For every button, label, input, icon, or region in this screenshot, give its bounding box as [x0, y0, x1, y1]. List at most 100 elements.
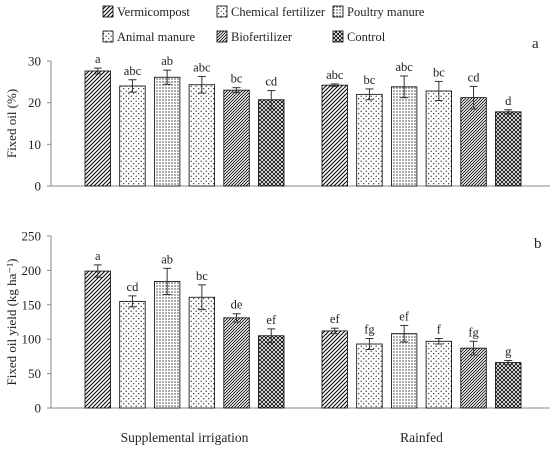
legend-item: Chemical fertilizer [216, 5, 326, 19]
significance-letter: f [437, 323, 442, 337]
y-tick-label: 0 [35, 179, 42, 194]
error-bar [197, 75, 206, 94]
significance-letter: abc [124, 64, 142, 78]
bar [495, 362, 522, 409]
error-bar [163, 267, 172, 295]
error-bar [267, 90, 276, 110]
bar [188, 84, 216, 187]
bar [153, 281, 181, 409]
error-bar [93, 264, 102, 278]
error-bar [504, 360, 513, 366]
bar [321, 84, 348, 187]
legend: Vermicompost Chemical fertilizer Poultry m… [102, 5, 425, 44]
bar [153, 76, 181, 187]
legend-label: Chemical fertilizer [231, 5, 326, 19]
legend-swatch [216, 30, 228, 43]
panel-label: b [534, 236, 542, 252]
significance-letter: ef [266, 313, 277, 327]
bar [460, 347, 487, 409]
y-tick-label: 50 [28, 366, 41, 381]
bar [390, 86, 418, 187]
y-axis-label: Fixed oil yield (kg ha⁻¹) [4, 258, 19, 385]
legend-swatch [332, 30, 344, 43]
significance-letter: bc [364, 73, 376, 87]
y-tick-label: 250 [22, 229, 42, 244]
y-tick-label: 20 [28, 95, 41, 110]
significance-letter: a [95, 249, 101, 263]
significance-letter: de [231, 298, 243, 312]
bar [188, 296, 216, 409]
legend-swatch [332, 5, 344, 18]
bar [258, 99, 285, 187]
legend-label: Animal manure [117, 30, 196, 44]
error-bar [400, 324, 409, 343]
bar [84, 70, 111, 187]
y-axis-label: Fixed oil (%) [4, 89, 19, 158]
bar [425, 340, 453, 409]
bar [119, 85, 146, 187]
significance-letter: a [95, 52, 101, 66]
error-bar [330, 327, 339, 335]
panel-a: 0 10 20 30 Fixed oil (%) a a abc ab abc bc cd abc bc a… [4, 36, 550, 194]
error-bar [128, 79, 137, 93]
y-tick-label: 0 [35, 401, 42, 416]
panel-label: a [532, 36, 539, 52]
significance-letter: cd [127, 280, 140, 294]
error-bar [365, 88, 374, 101]
bar [495, 111, 522, 187]
significance-letter: bc [433, 65, 445, 79]
y-tick-label: 100 [22, 332, 42, 347]
significance-letter: cd [468, 70, 481, 84]
significance-letter: abc [193, 60, 211, 74]
error-bar [128, 295, 137, 308]
error-bar [434, 80, 443, 102]
legend-swatch [216, 5, 228, 18]
error-bar [469, 85, 478, 110]
bar [356, 343, 383, 409]
error-bar [434, 338, 443, 345]
bar [223, 89, 250, 187]
error-bar [365, 338, 374, 351]
error-bar [330, 83, 339, 87]
error-bar [267, 328, 276, 344]
bar [390, 333, 418, 409]
legend-item: Biofertilizer [216, 30, 293, 44]
group-label: Rainfed [400, 430, 443, 445]
significance-letter: abc [326, 68, 344, 82]
y-tick-label: 150 [22, 297, 42, 312]
error-bar [197, 284, 206, 311]
legend-label: Vermicompost [117, 5, 190, 19]
bar [258, 335, 285, 409]
y-tick-label: 10 [28, 137, 41, 152]
legend-label: Poultry manure [347, 5, 425, 19]
error-bar [400, 75, 409, 99]
y-tick-label: 200 [22, 263, 42, 278]
group-label: Supplemental irrigation [121, 430, 249, 445]
legend-label: Biofertilizer [231, 30, 293, 44]
significance-letter: fg [468, 325, 479, 339]
significance-letter: abc [395, 60, 413, 74]
significance-letter: fg [364, 323, 375, 337]
error-bar [232, 313, 241, 323]
significance-letter: ef [330, 312, 341, 326]
bar [223, 317, 250, 409]
bar [321, 330, 348, 409]
error-bar [232, 87, 241, 94]
error-bar [504, 109, 513, 115]
legend-item: Poultry manure [332, 5, 425, 19]
legend-swatch [102, 5, 114, 18]
legend-item: Animal manure [102, 30, 196, 44]
significance-letter: ab [161, 54, 173, 68]
bar [356, 93, 383, 187]
y-tick-label: 30 [28, 54, 41, 69]
legend-item: Vermicompost [102, 5, 190, 19]
bar [119, 300, 146, 409]
significance-letter: ab [161, 252, 173, 266]
error-bar [93, 67, 102, 75]
legend-label: Control [347, 30, 386, 44]
significance-letter: cd [265, 75, 278, 89]
